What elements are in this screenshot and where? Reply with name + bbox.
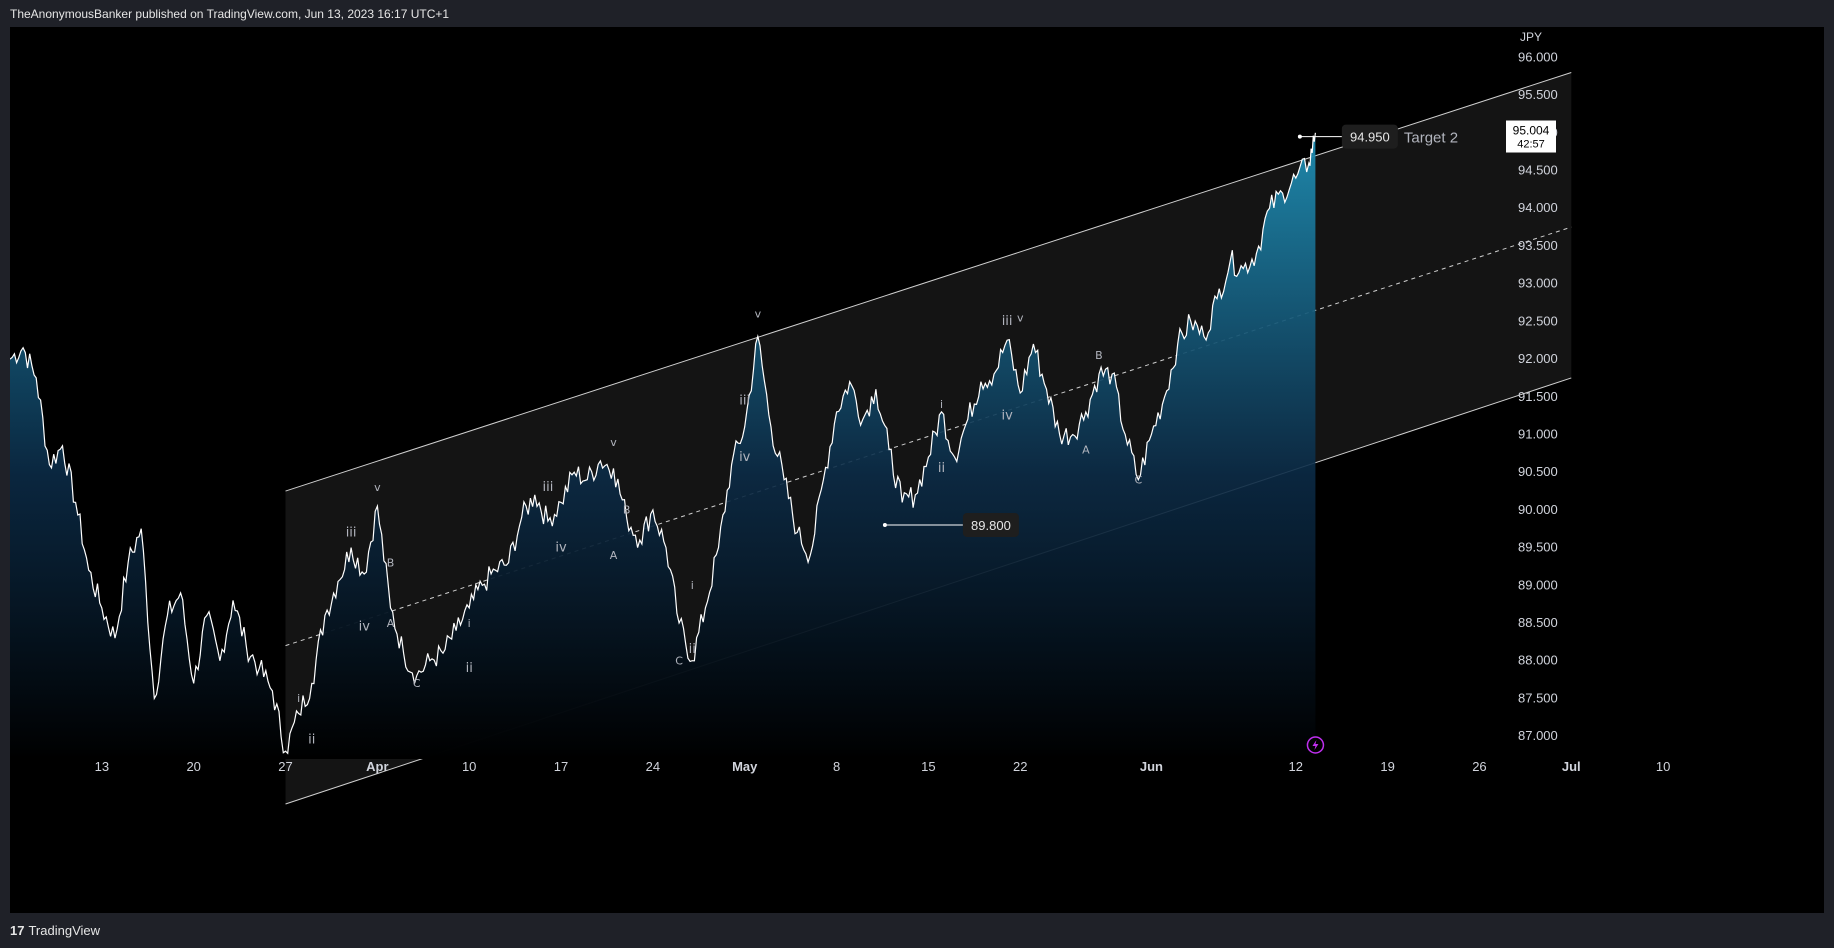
wave-label: iv <box>739 450 751 465</box>
wave-label: v <box>610 436 617 449</box>
price-label-text: 89.800 <box>971 518 1011 533</box>
y-tick-label: 88.000 <box>1518 653 1558 668</box>
price-area-fill <box>10 132 1316 760</box>
y-tick-label: 93.000 <box>1518 276 1558 291</box>
y-tick-label: 89.000 <box>1518 577 1558 592</box>
wave-label: A <box>610 549 618 562</box>
logo-text: TradingView <box>28 923 101 938</box>
price-label-box <box>1341 124 1398 149</box>
y-tick-label: 91.500 <box>1518 389 1558 404</box>
wave-label: v <box>755 308 762 321</box>
lightning-icon <box>1306 736 1325 754</box>
x-tick-label: 22 <box>1013 759 1027 774</box>
x-tick-label: 10 <box>1656 759 1670 774</box>
y-tick-label: 92.000 <box>1518 351 1558 366</box>
x-tick-label: May <box>732 759 758 774</box>
x-tick-label: 10 <box>462 759 476 774</box>
y-tick-label: 95.500 <box>1518 87 1558 102</box>
currency-label: JPY <box>1520 30 1542 44</box>
y-tick-label: 94.000 <box>1518 200 1558 215</box>
y-tick-label: 89.500 <box>1518 540 1558 555</box>
wave-label: iv <box>555 540 567 555</box>
x-tick-label: Jun <box>1140 759 1163 774</box>
wave-label: iii <box>346 525 357 540</box>
y-tick-label: 93.500 <box>1518 238 1558 253</box>
wave-label: C <box>675 655 683 668</box>
y-tick-label: 90.000 <box>1518 502 1558 517</box>
x-tick-label: 19 <box>1380 759 1394 774</box>
price-label-box <box>962 512 1019 537</box>
y-tick-label: 96.000 <box>1518 49 1558 64</box>
y-tick-label: 91.000 <box>1518 426 1558 441</box>
x-tick-label: 26 <box>1472 759 1486 774</box>
target-label: Target 2 <box>1404 130 1458 147</box>
tradingview-logo[interactable]: 17 TradingView <box>10 923 100 938</box>
lightning-bolt <box>1312 740 1319 750</box>
wave-label: iii <box>1002 314 1013 329</box>
wave-label: B <box>1095 349 1103 362</box>
wave-label: B <box>387 556 395 569</box>
wave-label: C <box>1134 474 1142 487</box>
x-tick-label: 15 <box>921 759 935 774</box>
wave-label: ii <box>308 733 315 748</box>
wave-label: iii <box>739 393 750 408</box>
x-tick-label: 20 <box>186 759 200 774</box>
last-price-box <box>1506 120 1556 153</box>
wave-label: C <box>413 677 421 690</box>
x-tick-label: 24 <box>646 759 660 774</box>
logo-mark-icon: 17 <box>10 923 25 938</box>
x-tick-label: Jul <box>1562 759 1581 774</box>
price-chart[interactable]: iiiiiiivvBACiiiiiiivvBAiiiCiiiivviiiiiii… <box>10 27 1824 913</box>
y-tick-label: 92.500 <box>1518 313 1558 328</box>
y-tick-label: 90.500 <box>1518 464 1558 479</box>
wave-label: v <box>374 481 381 494</box>
x-tick-label: 17 <box>554 759 568 774</box>
wave-label: ii <box>466 661 473 676</box>
wave-label: A <box>387 617 395 630</box>
x-tick-label: Apr <box>366 759 388 774</box>
chart-header: TheAnonymousBanker published on TradingV… <box>0 0 1834 27</box>
price-line <box>10 132 1316 755</box>
x-tick-label: 27 <box>278 759 292 774</box>
x-tick-label: 13 <box>95 759 109 774</box>
y-tick-label: 88.500 <box>1518 615 1558 630</box>
countdown-text: 42:57 <box>1517 139 1545 151</box>
y-tick-label: 94.500 <box>1518 163 1558 178</box>
wave-label: ii <box>938 461 945 476</box>
y-tick-label: 87.000 <box>1518 728 1558 743</box>
chart-footer: 17 TradingView <box>0 913 1834 948</box>
wave-label: ii <box>689 642 696 657</box>
last-price-text: 95.004 <box>1513 124 1550 138</box>
wave-label: i <box>940 398 943 411</box>
wave-label: iii <box>542 480 553 495</box>
wave-label: B <box>623 504 631 517</box>
wave-label: i <box>297 692 300 705</box>
x-tick-label: 12 <box>1289 759 1303 774</box>
wave-label: A <box>1082 443 1090 456</box>
wave-label: i <box>691 579 694 592</box>
y-tick-label: 87.500 <box>1518 690 1558 705</box>
price-label-text: 94.950 <box>1350 130 1390 145</box>
wave-label: iv <box>359 620 371 635</box>
wave-label: i <box>468 617 471 630</box>
wave-label: iv <box>1001 408 1013 423</box>
publisher-caption: TheAnonymousBanker published on TradingV… <box>10 7 450 21</box>
wave-label: v <box>1017 311 1024 324</box>
x-tick-label: 8 <box>833 759 840 774</box>
